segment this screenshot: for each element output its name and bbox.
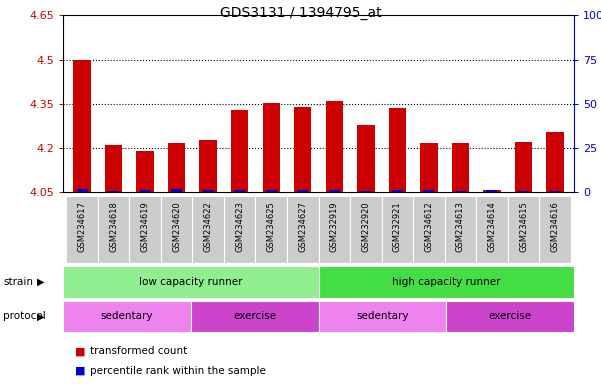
Bar xyxy=(549,191,561,192)
Bar xyxy=(263,103,280,192)
Text: GSM234612: GSM234612 xyxy=(424,201,433,252)
Bar xyxy=(389,108,406,192)
Bar xyxy=(350,196,382,263)
Bar xyxy=(319,266,574,298)
Text: ▶: ▶ xyxy=(37,277,44,287)
Bar xyxy=(76,189,88,192)
Text: ■: ■ xyxy=(75,366,85,376)
Text: GSM232921: GSM232921 xyxy=(393,201,402,252)
Bar xyxy=(357,125,374,192)
Text: sedentary: sedentary xyxy=(356,311,409,321)
Bar xyxy=(361,191,371,192)
Bar xyxy=(319,196,350,263)
Bar xyxy=(476,196,508,263)
Text: GSM234615: GSM234615 xyxy=(519,201,528,252)
Text: sedentary: sedentary xyxy=(101,311,153,321)
Bar xyxy=(446,301,574,332)
Text: transformed count: transformed count xyxy=(90,346,188,356)
Bar xyxy=(73,60,91,192)
Bar xyxy=(413,196,445,263)
Bar xyxy=(255,196,287,263)
Bar xyxy=(445,196,476,263)
Bar xyxy=(192,196,224,263)
Bar xyxy=(319,301,446,332)
Text: ▶: ▶ xyxy=(37,311,44,321)
Bar xyxy=(392,190,403,192)
Bar xyxy=(108,191,119,192)
Bar xyxy=(329,190,340,192)
Bar xyxy=(129,196,161,263)
Text: ■: ■ xyxy=(75,346,85,356)
Text: low capacity runner: low capacity runner xyxy=(139,277,243,287)
Bar xyxy=(66,196,98,263)
Text: GSM234617: GSM234617 xyxy=(78,201,87,252)
Text: GSM234627: GSM234627 xyxy=(298,201,307,252)
Text: exercise: exercise xyxy=(233,311,276,321)
Text: GSM234613: GSM234613 xyxy=(456,201,465,252)
Text: GSM234623: GSM234623 xyxy=(235,201,244,252)
Text: GSM232920: GSM232920 xyxy=(361,201,370,252)
Text: GSM234625: GSM234625 xyxy=(267,201,276,252)
Bar xyxy=(234,190,245,192)
Bar xyxy=(266,190,276,192)
Text: protocol: protocol xyxy=(3,311,46,321)
Bar xyxy=(63,301,191,332)
Bar xyxy=(297,190,308,192)
Bar xyxy=(455,191,466,192)
Text: GSM232919: GSM232919 xyxy=(330,201,339,252)
Text: GSM234620: GSM234620 xyxy=(172,201,181,252)
Bar xyxy=(161,196,192,263)
Bar xyxy=(287,196,319,263)
Text: GSM234618: GSM234618 xyxy=(109,201,118,252)
Bar xyxy=(515,142,532,192)
Bar xyxy=(224,196,255,263)
Text: GSM234616: GSM234616 xyxy=(551,201,560,252)
Text: percentile rank within the sample: percentile rank within the sample xyxy=(90,366,266,376)
Bar xyxy=(294,107,311,192)
Text: GSM234619: GSM234619 xyxy=(141,201,150,252)
Bar xyxy=(382,196,413,263)
Bar xyxy=(168,144,185,192)
Bar xyxy=(203,190,214,192)
Text: GSM234614: GSM234614 xyxy=(487,201,496,252)
Text: strain: strain xyxy=(3,277,33,287)
Bar xyxy=(423,190,435,192)
Bar xyxy=(486,190,498,192)
Text: high capacity runner: high capacity runner xyxy=(392,277,501,287)
Bar xyxy=(136,151,154,192)
Bar xyxy=(539,196,571,263)
Bar xyxy=(139,190,151,192)
Text: GSM234622: GSM234622 xyxy=(204,201,213,252)
Bar xyxy=(420,144,438,192)
Bar xyxy=(63,266,319,298)
Bar xyxy=(508,196,539,263)
Bar xyxy=(483,190,501,192)
Bar xyxy=(191,301,319,332)
Bar xyxy=(518,191,529,192)
Bar xyxy=(200,141,217,192)
Bar xyxy=(105,145,122,192)
Bar xyxy=(326,101,343,192)
Bar xyxy=(171,189,182,192)
Bar xyxy=(546,132,564,192)
Bar xyxy=(231,109,248,192)
Text: GDS3131 / 1394795_at: GDS3131 / 1394795_at xyxy=(220,6,381,20)
Bar xyxy=(452,144,469,192)
Text: exercise: exercise xyxy=(489,311,532,321)
Bar xyxy=(98,196,129,263)
